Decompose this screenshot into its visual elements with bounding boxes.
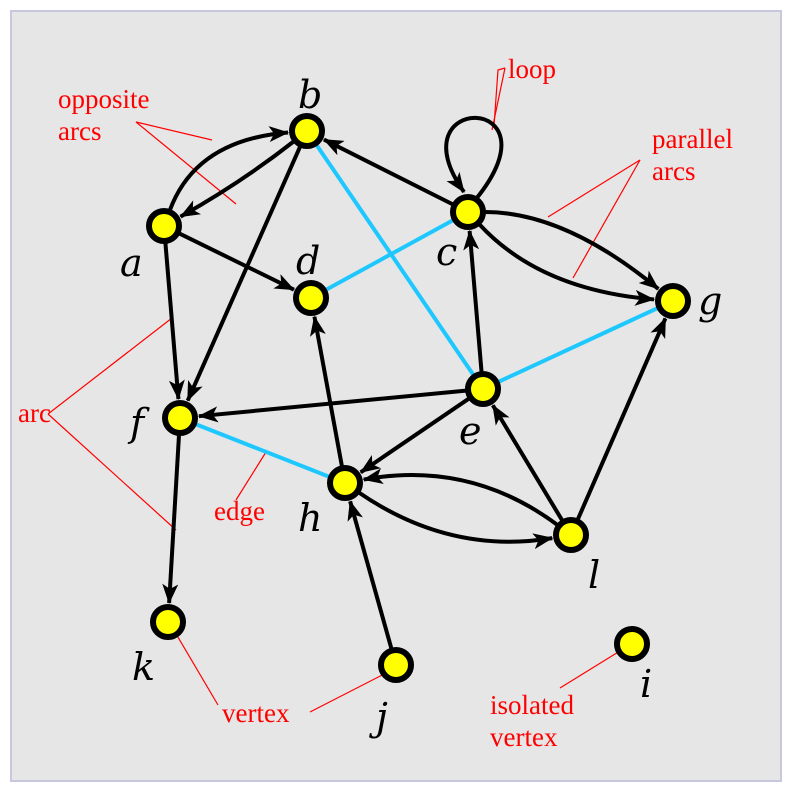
arc-b-f-4 bbox=[185, 145, 302, 402]
edges bbox=[179, 129, 674, 485]
vertex-label-h: h bbox=[298, 496, 322, 540]
annotation-arc: arc bbox=[18, 398, 51, 428]
pointer-arc-5 bbox=[47, 317, 173, 415]
arc-a-d-2 bbox=[178, 231, 295, 292]
arc-c-b-5 bbox=[323, 137, 454, 207]
vertex-label-a: a bbox=[120, 241, 143, 285]
arc-j-h-18 bbox=[347, 500, 394, 650]
vertex-label-g: g bbox=[698, 279, 722, 323]
vertex-i bbox=[614, 626, 650, 662]
pointer-parallel-arcs-4 bbox=[572, 159, 641, 279]
vertex-k bbox=[150, 604, 186, 640]
arc-e-h-11 bbox=[359, 396, 471, 474]
vertex-b bbox=[289, 113, 325, 149]
pointer-vertex-8 bbox=[171, 626, 219, 706]
vertex-j bbox=[378, 647, 414, 683]
pointer-arc-6 bbox=[47, 413, 177, 531]
arcs bbox=[162, 115, 668, 650]
annotation-isolated-vertex: isolated vertex bbox=[490, 690, 581, 752]
vertex-label-l: l bbox=[588, 553, 600, 597]
vertex-label-c: c bbox=[436, 230, 457, 274]
annotation-arcs-line2: arcs bbox=[58, 116, 101, 146]
pointer-loop-elbow bbox=[493, 67, 506, 127]
arc-e-f-10 bbox=[197, 388, 467, 423]
vertex-label-k: k bbox=[132, 645, 155, 689]
arc-e-c-9 bbox=[463, 229, 484, 373]
vertex-label-b: b bbox=[298, 73, 322, 117]
annotation-edge: edge bbox=[214, 496, 265, 526]
annotation-isolated-line1: isolated bbox=[490, 690, 574, 720]
pointer-vertex-9 bbox=[309, 669, 393, 713]
arc-c-c-6 bbox=[444, 115, 504, 201]
vertex-f bbox=[162, 400, 198, 436]
vertex-h bbox=[327, 465, 363, 501]
arc-l-g-17 bbox=[575, 317, 668, 521]
arc-h-d-13 bbox=[310, 315, 344, 467]
vertex-label-d: d bbox=[296, 239, 320, 283]
edge-b-e bbox=[305, 129, 485, 391]
vertex-c bbox=[450, 194, 486, 230]
pointer-edge-7 bbox=[235, 451, 267, 501]
arc-l-h-15 bbox=[362, 468, 559, 527]
edge-f-h bbox=[179, 416, 346, 485]
arc-f-k-12 bbox=[162, 434, 181, 605]
pointer-opposite-arcs-1 bbox=[135, 121, 237, 205]
annotation-opposite-arcs: opposite arcs bbox=[58, 84, 156, 146]
arc-c-g-7 bbox=[484, 210, 660, 291]
pointer-opposite-arcs-0 bbox=[135, 121, 213, 141]
arc-a-f-3 bbox=[163, 242, 185, 401]
vertex-g bbox=[655, 283, 691, 319]
annotation-vertex-line2: vertex bbox=[490, 722, 558, 752]
arc-h-l-14 bbox=[357, 490, 554, 550]
annotation-pointers bbox=[47, 67, 641, 713]
annotation-parallel-arcs: parallel arcs bbox=[652, 124, 740, 186]
vertex-label-i: i bbox=[640, 662, 652, 706]
edge-c-d bbox=[310, 210, 469, 300]
edge-e-g bbox=[482, 299, 674, 391]
vertex-e bbox=[465, 371, 501, 407]
annotation-parallel-line1: parallel bbox=[652, 124, 733, 154]
vertex-l bbox=[553, 517, 589, 553]
arc-l-e-16 bbox=[491, 404, 564, 522]
arc-c-g-8 bbox=[478, 223, 656, 306]
annotation-opposite-line1: opposite bbox=[58, 84, 150, 114]
pointer-parallel-arcs-3 bbox=[547, 159, 641, 218]
arc-a-b-0 bbox=[168, 126, 290, 211]
vertex-d bbox=[293, 280, 329, 316]
annotation-vertex: vertex bbox=[222, 698, 290, 728]
annotations: opposite arcs loop parallel arcs arc edg… bbox=[18, 54, 740, 752]
annotation-parallel-arcs-line2: arcs bbox=[652, 156, 695, 186]
vertex-a bbox=[146, 208, 182, 244]
vertex-label-e: e bbox=[459, 409, 482, 453]
arc-b-a-1 bbox=[179, 139, 295, 219]
vertices bbox=[146, 113, 691, 683]
annotation-loop: loop bbox=[508, 54, 556, 84]
